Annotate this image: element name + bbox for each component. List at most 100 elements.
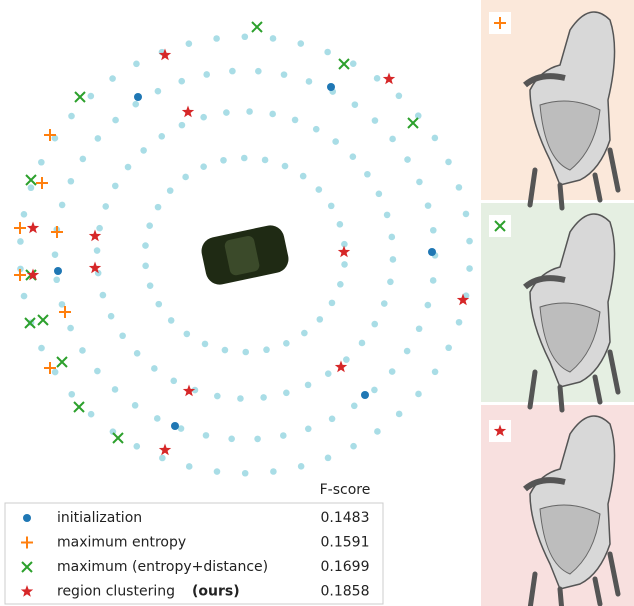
view-dot [445, 158, 452, 166]
marker-clustering [456, 293, 470, 306]
view-dot [389, 135, 396, 143]
view-dot [107, 312, 115, 320]
view-dot [395, 410, 403, 418]
view-dot [374, 428, 381, 435]
marker-clustering [382, 72, 396, 85]
legend-label: maximum entropy [57, 535, 186, 551]
view-dot [17, 265, 24, 273]
view-dot [312, 125, 320, 133]
marker-entropy [44, 362, 56, 374]
view-dot [431, 368, 439, 376]
marker-entropy [59, 306, 71, 318]
view-dot [185, 40, 193, 47]
legend-box [4, 502, 384, 605]
view-dot [242, 348, 250, 356]
view-dot [178, 77, 186, 85]
view-dot [327, 202, 335, 210]
view-dot [68, 112, 75, 120]
view-dot [96, 224, 103, 232]
marker-entropy [51, 226, 63, 238]
marker-entropy-distance [24, 317, 36, 329]
view-dot [142, 262, 149, 270]
marker-initialization [23, 514, 31, 522]
view-dot [17, 238, 24, 245]
view-dot [20, 210, 28, 218]
view-dot [343, 356, 350, 363]
view-dot [182, 173, 189, 181]
view-dot [154, 203, 162, 211]
view-dot [240, 154, 248, 162]
marker-entropy [44, 129, 56, 141]
view-dot [183, 330, 191, 338]
view-dot [297, 463, 305, 470]
marker-initialization [327, 83, 335, 91]
view-dot [155, 300, 163, 308]
view-dot [283, 340, 290, 347]
marker-clustering [181, 105, 195, 118]
view-dot [200, 163, 207, 170]
legend-score: 0.1858 [321, 584, 370, 600]
marker-entropy-distance [251, 21, 263, 33]
view-dot [324, 48, 331, 56]
view-dot [119, 332, 126, 340]
view-dot [38, 344, 45, 352]
marker-entropy-distance [25, 174, 37, 186]
view-dot [154, 87, 162, 95]
view-dot [158, 132, 166, 140]
view-dot [201, 340, 209, 348]
view-dot [316, 316, 324, 323]
view-dot [431, 134, 439, 142]
view-dot [424, 301, 432, 309]
view-dot [237, 395, 244, 402]
view-dot [371, 117, 379, 124]
marker-entropy-distance [73, 401, 85, 413]
legend-score: 0.1483 [321, 510, 370, 526]
view-dot [133, 350, 141, 357]
view-dot [364, 170, 371, 178]
view-dot [270, 468, 277, 475]
view-dot [111, 182, 119, 190]
view-dot [279, 432, 287, 439]
view-dot [380, 300, 388, 307]
view-dot [220, 156, 227, 164]
view-dot [371, 320, 379, 328]
view-dot [51, 368, 59, 376]
view-dot [51, 251, 59, 258]
view-dot [140, 147, 147, 154]
view-dot [27, 184, 35, 192]
view-dot [58, 201, 66, 209]
view-dot [94, 367, 101, 375]
view-dot [124, 163, 132, 171]
view-dot [67, 177, 75, 185]
view-dot [351, 101, 359, 108]
view-dot [336, 221, 344, 228]
marker-clustering [158, 443, 172, 456]
view-dot [349, 60, 357, 67]
marker-entropy-distance [37, 314, 49, 326]
view-dot [213, 35, 220, 42]
marker-entropy-distance [494, 220, 506, 232]
marker-clustering [26, 268, 40, 281]
view-dot [241, 469, 249, 477]
marker-initialization [428, 248, 436, 256]
view-dot [429, 277, 437, 284]
view-dot [299, 172, 307, 180]
view-dot [269, 35, 277, 42]
view-dot [246, 108, 253, 115]
view-dot [38, 158, 45, 166]
view-dot [328, 415, 336, 423]
view-dot [213, 468, 221, 475]
view-dot [415, 390, 422, 398]
view-dot [388, 368, 396, 375]
view-dot [415, 325, 423, 333]
view-dot [133, 443, 141, 450]
view-dot [68, 390, 76, 398]
view-dot [229, 67, 236, 75]
view-dot [79, 155, 87, 163]
view-dot [455, 318, 463, 326]
view-dot [203, 71, 211, 78]
legend-score: 0.1699 [321, 559, 370, 575]
view-dot [51, 134, 59, 142]
view-dot [170, 377, 178, 385]
